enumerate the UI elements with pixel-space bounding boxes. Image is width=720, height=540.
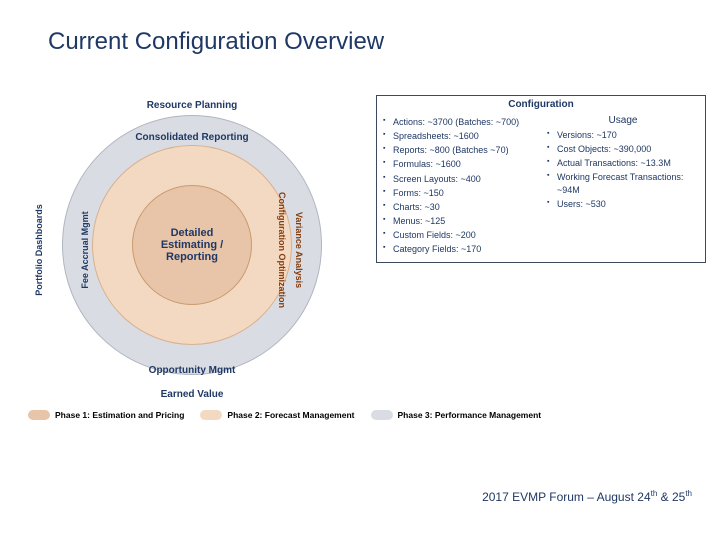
ring-inner: Detailed Estimating / Reporting (132, 185, 252, 305)
ring-label-fee-accrual: Fee Accrual Mgmt (80, 211, 90, 288)
list-item: Category Fields: ~170 (383, 242, 535, 256)
phase-legend: Phase 1: Estimation and Pricing Phase 2:… (28, 410, 700, 420)
list-item: Reports: ~800 (Batches ~70) (383, 143, 535, 157)
ring-label-variance-analysis: Variance Analysis (294, 212, 304, 288)
footer-text: 2017 EVMP Forum – August 24th & 25th (0, 489, 692, 504)
phase-3-swatch (371, 410, 393, 420)
phase-3-label: Phase 3: Performance Management (398, 410, 542, 420)
configuration-box: Configuration Actions: ~3700 (Batches: ~… (376, 95, 706, 263)
ring-label-portfolio-dashboards: Portfolio Dashboards (34, 204, 44, 296)
list-item: Formulas: ~1600 (383, 157, 535, 171)
ring-label-config-optimization: Configuration Optimization (277, 192, 287, 308)
ring-center-label: Detailed Estimating / Reporting (143, 227, 241, 263)
usage-subtitle: Usage (547, 115, 699, 128)
list-item: Spreadsheets: ~1600 (383, 129, 535, 143)
list-item: Versions: ~170 (547, 128, 699, 142)
list-item: Forms: ~150 (383, 186, 535, 200)
ring-label-opportunity-mgmt: Opportunity Mgmt (24, 365, 360, 376)
list-item: Actual Transactions: ~13.3M (547, 156, 699, 170)
ring-label-resource-planning: Resource Planning (24, 100, 360, 111)
phase-2-swatch (200, 410, 222, 420)
list-item: Menus: ~125 (383, 214, 535, 228)
config-right-column: Usage Versions: ~170 Cost Objects: ~390,… (541, 113, 705, 262)
phase-3: Phase 3: Performance Management (371, 410, 542, 420)
onion-diagram: Resource Planning Consolidated Reporting… (24, 100, 360, 400)
list-item: Actions: ~3700 (Batches: ~700) (383, 115, 535, 129)
list-item: Users: ~530 (547, 197, 699, 211)
phase-2-label: Phase 2: Forecast Management (227, 410, 354, 420)
ring-label-earned-value: Earned Value (24, 389, 360, 400)
list-item: Working Forecast Transactions: ~94M (547, 170, 699, 196)
config-box-title: Configuration (377, 96, 705, 113)
ring-label-consolidated-reporting: Consolidated Reporting (24, 132, 360, 143)
list-item: Cost Objects: ~390,000 (547, 142, 699, 156)
list-item: Screen Layouts: ~400 (383, 172, 535, 186)
config-left-column: Actions: ~3700 (Batches: ~700) Spreadshe… (377, 113, 541, 262)
list-item: Custom Fields: ~200 (383, 228, 535, 242)
phase-1-swatch (28, 410, 50, 420)
list-item: Charts: ~30 (383, 200, 535, 214)
phase-1-label: Phase 1: Estimation and Pricing (55, 410, 184, 420)
page-title: Current Configuration Overview (48, 28, 384, 56)
phase-2: Phase 2: Forecast Management (200, 410, 354, 420)
phase-1: Phase 1: Estimation and Pricing (28, 410, 184, 420)
